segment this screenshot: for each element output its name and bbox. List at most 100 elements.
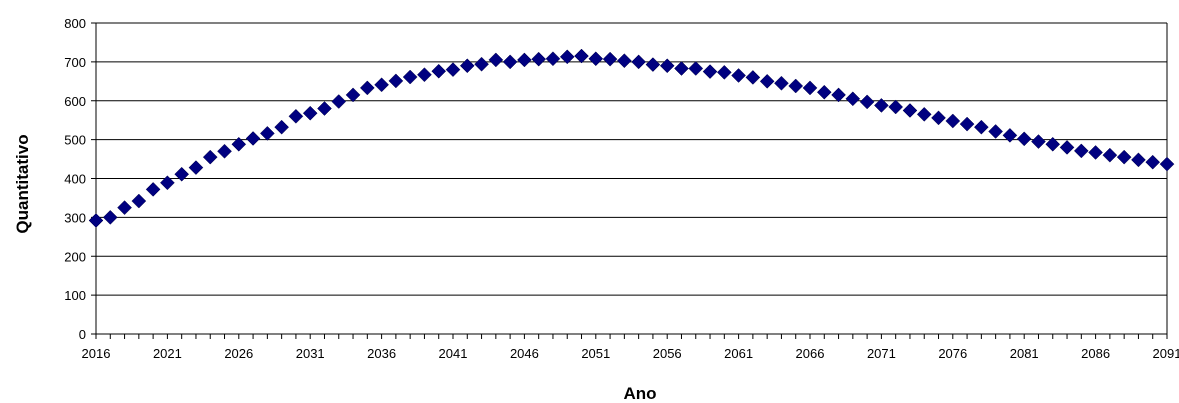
y-tick-label: 0: [79, 327, 86, 342]
data-point: [1159, 156, 1175, 172]
data-point: [317, 101, 332, 116]
data-point: [1002, 127, 1018, 143]
data-point: [531, 51, 547, 67]
data-point: [902, 103, 918, 118]
x-tick-label: 2086: [1081, 346, 1110, 361]
data-point: [502, 54, 518, 70]
data-point: [302, 105, 318, 121]
data-point: [174, 166, 190, 182]
data-point: [617, 53, 632, 69]
data-point: [88, 213, 104, 228]
x-axis-title: Ano: [623, 384, 656, 403]
data-point: [260, 126, 275, 141]
x-tick-label: 2036: [367, 346, 396, 361]
data-point: [288, 108, 304, 124]
x-tick-label: 2061: [724, 346, 753, 361]
data-point: [131, 193, 147, 209]
x-tick-label: 2051: [581, 346, 610, 361]
data-point: [1116, 149, 1132, 165]
data-point: [274, 119, 289, 135]
data-point: [716, 65, 732, 80]
data-point: [1145, 154, 1161, 170]
data-point: [1073, 143, 1089, 159]
data-point: [188, 160, 204, 175]
x-tick-label: 2041: [439, 346, 468, 361]
data-point: [602, 51, 618, 67]
data-point: [588, 51, 604, 67]
y-tick-label: 100: [64, 288, 86, 303]
data-point: [217, 143, 232, 159]
x-tick-label: 2081: [1010, 346, 1039, 361]
data-point: [431, 63, 447, 79]
data-point: [245, 131, 261, 146]
y-tick-label: 300: [64, 210, 86, 225]
data-point: [1131, 152, 1146, 168]
data-point: [1016, 131, 1032, 147]
data-point: [731, 68, 746, 83]
data-point: [574, 48, 589, 64]
x-axis-ticks: 2016 2021 2026 2031 2036 2041 2046 2051 2056 2061…: [82, 334, 1179, 361]
y-tick-label: 200: [64, 249, 86, 264]
data-point: [959, 116, 975, 132]
data-point: [1088, 145, 1103, 160]
data-point: [445, 62, 461, 78]
data-point: [688, 61, 704, 76]
data-point: [645, 57, 661, 72]
data-point: [874, 98, 889, 113]
data-point: [1031, 134, 1046, 149]
data-point: [102, 210, 118, 225]
data-point: [702, 64, 718, 79]
data-point: [845, 91, 861, 107]
y-tick-label: 800: [64, 16, 86, 31]
y-tick-label: 600: [64, 94, 86, 109]
data-point: [631, 54, 646, 70]
data-point: [417, 67, 432, 83]
data-point: [759, 73, 775, 89]
data-point: [1102, 147, 1118, 163]
data-point: [117, 200, 132, 216]
data-point: [988, 124, 1003, 139]
data-point: [202, 149, 218, 165]
data-point: [231, 136, 247, 152]
data-points: [88, 48, 1175, 228]
data-point: [831, 87, 846, 103]
data-point: [459, 58, 475, 74]
data-point: [388, 73, 404, 89]
x-tick-label: 2066: [796, 346, 825, 361]
y-axis-ticks: 0 100 200 300 400 500 600 700 800: [64, 16, 96, 342]
x-tick-label: 2056: [653, 346, 682, 361]
data-point: [1059, 140, 1075, 155]
data-point: [945, 113, 961, 129]
x-tick-label: 2076: [938, 346, 967, 361]
data-point: [374, 77, 389, 93]
data-point: [659, 58, 675, 74]
data-point: [474, 56, 489, 72]
data-point: [160, 175, 175, 191]
y-tick-label: 700: [64, 55, 86, 70]
y-tick-label: 400: [64, 172, 86, 187]
data-point: [788, 78, 804, 94]
data-point: [145, 182, 161, 197]
data-point: [402, 69, 418, 85]
data-point: [1045, 136, 1061, 152]
x-tick-label: 2026: [224, 346, 253, 361]
data-point: [916, 107, 932, 122]
data-point: [802, 80, 818, 96]
data-point: [674, 61, 689, 76]
x-tick-label: 2031: [296, 346, 325, 361]
data-point: [888, 99, 904, 115]
y-axis-title: Quantitativo: [13, 134, 32, 233]
data-point: [559, 49, 575, 65]
y-tick-label: 500: [64, 133, 86, 148]
data-point: [545, 51, 561, 67]
x-tick-label: 2021: [153, 346, 182, 361]
data-point: [931, 110, 946, 126]
axes: [95, 22, 1168, 335]
data-point: [359, 80, 375, 96]
data-point: [816, 84, 832, 100]
data-point: [974, 119, 989, 135]
data-point: [488, 52, 504, 68]
data-point: [517, 52, 532, 68]
gridlines: [96, 22, 1167, 296]
